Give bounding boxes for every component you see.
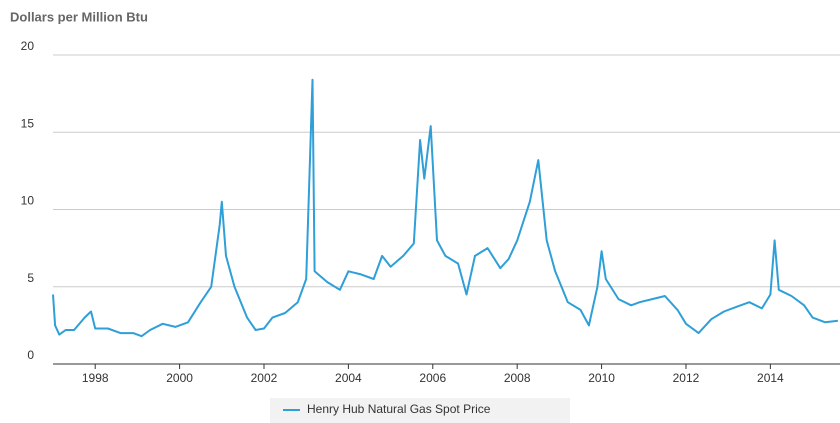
x-tick-label: 2006	[419, 371, 446, 385]
x-tick-label: 1998	[82, 371, 109, 385]
x-tick-label: 2002	[251, 371, 278, 385]
y-tick-label: 0	[27, 348, 34, 362]
x-tick-label: 2000	[166, 371, 193, 385]
legend-label: Henry Hub Natural Gas Spot Price	[307, 402, 491, 416]
data-line	[52, 78, 839, 338]
y-tick-label: 15	[21, 116, 35, 130]
y-tick-label: 10	[21, 194, 35, 208]
legend-box	[270, 398, 570, 423]
x-tick-label: 2012	[673, 371, 700, 385]
x-tick-label: 2004	[335, 371, 362, 385]
y-tick-label: 5	[27, 271, 34, 285]
chart-title: Dollars per Million Btu	[10, 9, 148, 24]
x-tick-label: 2010	[588, 371, 615, 385]
y-tick-label: 20	[21, 39, 35, 53]
x-tick-label: 2008	[504, 371, 531, 385]
x-tick-label: 2014	[757, 371, 784, 385]
